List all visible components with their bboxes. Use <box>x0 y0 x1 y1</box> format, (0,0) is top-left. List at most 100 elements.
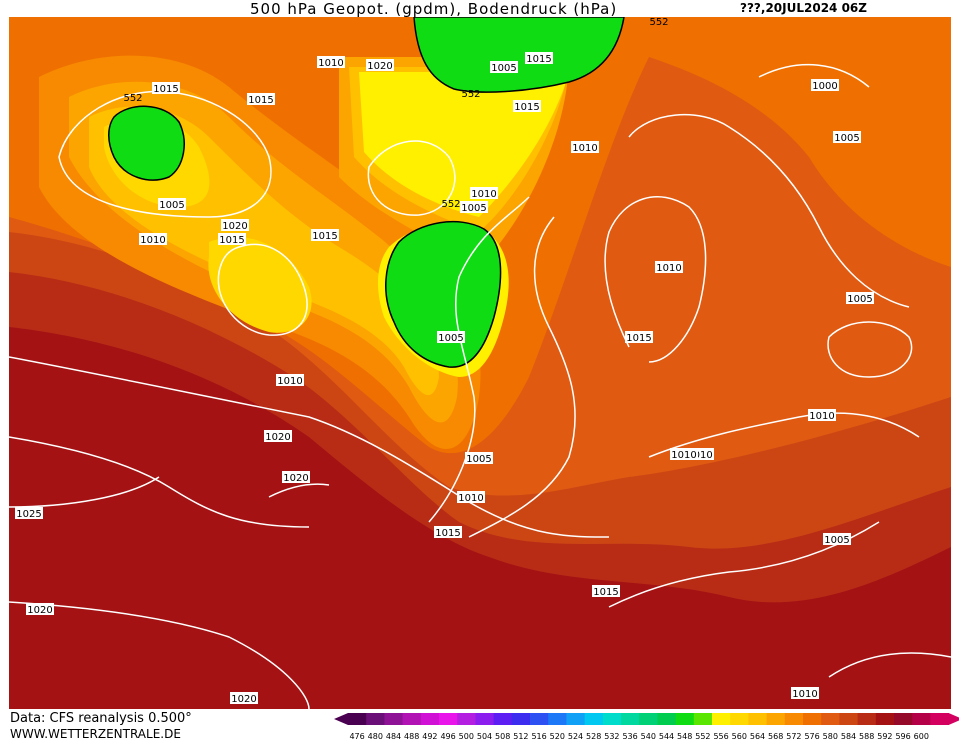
isobar-line <box>648 412 920 458</box>
colorbar-tick-label: 548 <box>677 732 692 741</box>
svg-text:1005: 1005 <box>824 535 849 546</box>
isobar-label: 1020 <box>366 59 394 72</box>
colorbar-swatch <box>493 713 513 725</box>
svg-text:1015: 1015 <box>526 54 551 65</box>
isobar-line <box>758 63 870 88</box>
svg-text:1015: 1015 <box>626 333 651 344</box>
colorbar-swatch <box>530 713 549 725</box>
svg-text:1010: 1010 <box>318 58 343 69</box>
colorbar-tick-label: 540 <box>641 732 656 741</box>
isobar-label: 1005 <box>460 201 488 214</box>
colorbar-tick-label: 516 <box>531 732 546 741</box>
colorbar-tick-label: 544 <box>659 732 674 741</box>
colorbar-swatch <box>602 713 622 725</box>
colorbar-tick-label: 572 <box>786 732 801 741</box>
colorbar-swatch <box>803 713 822 725</box>
colorbar-tick-label: 476 <box>349 732 364 741</box>
colorbar-swatch <box>693 713 713 725</box>
isobar-label: 1015 <box>434 526 462 539</box>
colorbar-swatch <box>875 713 895 725</box>
colorbar-tick-label: 552 <box>695 732 710 741</box>
colorbar-tick-label: 580 <box>823 732 838 741</box>
isobar-label: 1010 <box>670 448 698 461</box>
svg-text:1020: 1020 <box>231 694 256 705</box>
isobar-label: 1010 <box>655 261 683 274</box>
colorbar-tick-label: 600 <box>914 732 929 741</box>
isobar-labels: 1015 1020 1010 1015 1005 1010 1020 1015 1005 1000… <box>15 52 874 705</box>
isobar-label: 1015 <box>625 331 653 344</box>
svg-text:1005: 1005 <box>847 294 872 305</box>
svg-text:1005: 1005 <box>491 63 516 74</box>
colorbar-tick-label: 504 <box>477 732 492 741</box>
isobar-line <box>828 652 951 678</box>
isobar-label: 1010 <box>470 187 498 200</box>
isobar-line <box>827 321 913 378</box>
colorbar-swatch <box>366 713 385 725</box>
colorbar-swatch <box>766 713 786 725</box>
low-552-iceland <box>385 221 502 368</box>
svg-text:1010: 1010 <box>792 689 817 700</box>
colorbar-tick-label: 536 <box>622 732 637 741</box>
isobar-label: 1020 <box>264 430 292 443</box>
colorbar-tick-label: 576 <box>804 732 819 741</box>
isobar-label: 1015 <box>525 52 553 65</box>
isobar-label: 1010 <box>276 374 304 387</box>
svg-text:1010: 1010 <box>471 189 496 200</box>
isobar-label: 1015 <box>218 233 246 246</box>
colorbar-arrow-low <box>334 713 348 725</box>
valid-time: ???,20JUL2024 06Z <box>740 1 867 15</box>
colorbar-swatch <box>857 713 877 725</box>
colorbar-swatch <box>730 713 749 725</box>
contour-labels: 552 552 552 552 <box>123 17 668 210</box>
colorbar-swatch <box>712 713 731 725</box>
isobar-label: 1010 <box>791 687 819 700</box>
low-552-baffin <box>108 105 185 181</box>
data-source: Data: CFS reanalysis 0.500° <box>10 711 192 726</box>
colorbar-swatch <box>821 713 840 725</box>
low-552-north <box>413 17 625 93</box>
isobar-line <box>58 90 272 218</box>
isobar-label: 1010 <box>808 409 836 422</box>
svg-text:1010: 1010 <box>572 143 597 154</box>
isobar-label: 1005 <box>437 331 465 344</box>
colorbar-arrow-high <box>948 713 959 725</box>
colorbar-swatch <box>457 713 476 725</box>
svg-text:1015: 1015 <box>312 231 337 242</box>
colorbar-tick-label: 560 <box>732 732 747 741</box>
contour-label: 552 <box>123 93 142 104</box>
svg-text:1020: 1020 <box>222 221 247 232</box>
colorbar-swatch <box>894 713 913 725</box>
geopotential-field-map: 1015 1020 1010 1015 1005 1010 1020 1015 1005 1000… <box>9 17 951 709</box>
isobar-label: 1005 <box>158 198 186 211</box>
contour-label: 552 <box>649 17 668 28</box>
colorbar-tick-label: 492 <box>422 732 437 741</box>
isobar-line <box>367 140 456 216</box>
svg-text:1010: 1010 <box>809 411 834 422</box>
colorbar-tick-label: 508 <box>495 732 510 741</box>
colorbar-swatch <box>784 713 804 725</box>
isobar-line <box>9 436 310 528</box>
isobar-label: 1000 <box>811 79 839 92</box>
isobar-line <box>468 216 576 538</box>
svg-text:1005: 1005 <box>438 333 463 344</box>
isobar-line <box>9 601 310 709</box>
svg-text:1010: 1010 <box>656 263 681 274</box>
svg-text:1015: 1015 <box>153 84 178 95</box>
isobar-line <box>628 114 910 308</box>
colorbar-tick-label: 480 <box>368 732 383 741</box>
svg-text:1005: 1005 <box>159 200 184 211</box>
colorbar-tick-label: 584 <box>841 732 856 741</box>
contour-label: 552 <box>441 199 460 210</box>
colorbar-tick-label: 532 <box>604 732 619 741</box>
colorbar-tick-label: 496 <box>440 732 455 741</box>
colorbar-swatch <box>639 713 658 725</box>
isobar-label: 1005 <box>846 292 874 305</box>
colorbar-swatch <box>511 713 531 725</box>
svg-text:1020: 1020 <box>265 432 290 443</box>
svg-text:1010: 1010 <box>687 450 712 461</box>
svg-text:1020: 1020 <box>283 473 308 484</box>
isobar-label: 1020 <box>221 219 249 232</box>
colorbar-swatch <box>657 713 676 725</box>
isobar-label: 1015 <box>311 229 339 242</box>
